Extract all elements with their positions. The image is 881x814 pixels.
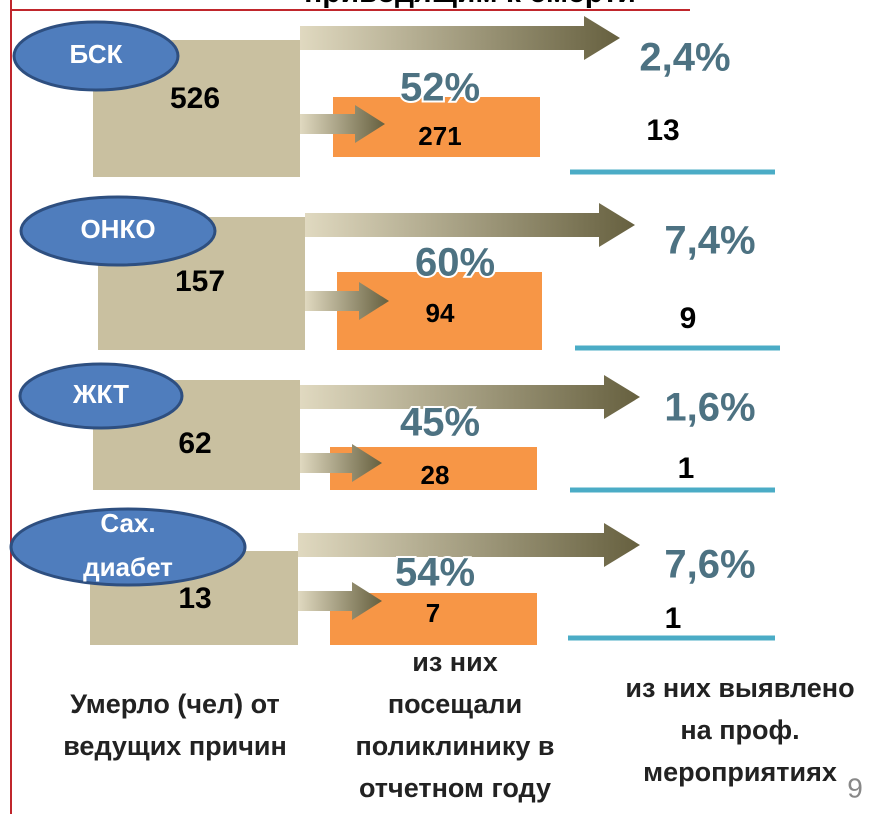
category-label: диабет [83, 552, 173, 582]
arrow-detected [305, 203, 635, 247]
category-label: Сах. [100, 508, 155, 538]
visited: 7 [426, 598, 440, 628]
visited-pct: 54% [395, 551, 475, 595]
category-ellipse [12, 20, 180, 92]
arrow-visited [300, 444, 382, 482]
footer-text: поликлинику в [355, 731, 554, 761]
category-label: БСК [70, 39, 123, 69]
arrow-detected [298, 523, 640, 567]
category-label: ОНКО [80, 214, 155, 244]
visited-pct: 52% [400, 66, 480, 110]
footer-text: ведущих причин [63, 731, 287, 761]
visited: 271 [418, 121, 461, 151]
detected-pct: 2,4% [639, 36, 730, 80]
category-ellipse [9, 507, 247, 587]
category-ellipse [18, 362, 184, 430]
deaths: 157 [175, 265, 225, 298]
detected-pct: 7,6% [664, 543, 755, 587]
category-label: ЖКТ [72, 379, 129, 409]
page-number: 9 [847, 772, 863, 803]
detected-pct: 7,4% [664, 219, 755, 263]
detected: 1 [665, 602, 682, 635]
deaths: 13 [178, 582, 211, 615]
arrow-detected [300, 16, 620, 60]
footer-text: посещали [388, 689, 522, 719]
footer-text: отчетном году [359, 773, 551, 803]
arrow-visited [300, 105, 385, 143]
visited: 94 [426, 298, 455, 328]
arrow-visited [298, 582, 382, 620]
deaths: 62 [178, 427, 211, 460]
footer-text: из них [412, 647, 497, 677]
footer-text: мероприятиях [643, 757, 837, 787]
arrow-visited [305, 282, 389, 320]
footer-text: Умерло (чел) от [70, 689, 279, 719]
footer-text: на проф. [680, 715, 799, 745]
detected: 13 [646, 114, 679, 147]
detected: 1 [678, 452, 695, 485]
visited-pct: 60% [415, 241, 495, 285]
visited-pct: 45% [400, 401, 480, 445]
deaths: 526 [170, 82, 220, 115]
detected-pct: 1,6% [664, 386, 755, 430]
visited: 28 [421, 460, 450, 490]
arrow-detected [300, 375, 640, 419]
footer-text: из них выявлено [625, 673, 854, 703]
title: приводящим к смерти [304, 0, 636, 9]
category-ellipse [19, 195, 217, 267]
detected: 9 [680, 302, 697, 335]
